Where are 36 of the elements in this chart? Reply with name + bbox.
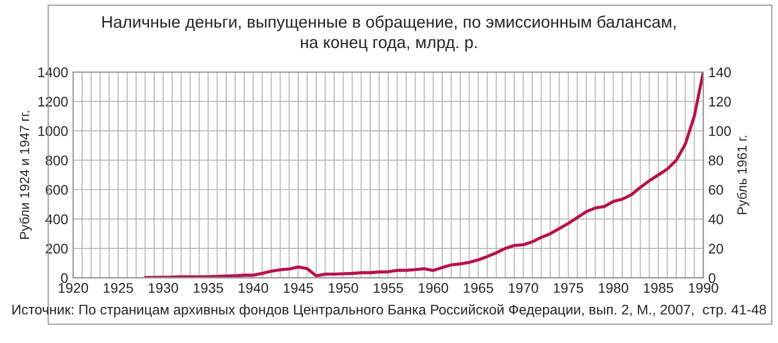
x-tick-label: 1975 <box>554 283 584 293</box>
x-tick-label: 1920 <box>58 283 88 293</box>
x-tick-label: 1985 <box>644 283 674 293</box>
x-tick-label: 1970 <box>508 283 538 293</box>
y-tick-label: 0 <box>61 273 68 283</box>
y2-tick-label: 40 <box>708 214 724 224</box>
x-tick-label: 1950 <box>328 283 358 293</box>
x-tick-label: 1940 <box>238 283 268 293</box>
y2-axis-title: Рубль 1961 г. <box>736 136 750 214</box>
x-tick-label: 1935 <box>194 283 224 293</box>
y2-tick-label: 80 <box>708 156 724 166</box>
y2-tick-label: 0 <box>708 273 716 283</box>
y-tick-label: 800 <box>46 156 68 166</box>
x-tick-label: 1925 <box>104 283 134 293</box>
y-axis-title: Рубли 1924 и 1947 гг. <box>19 111 32 239</box>
y-tick-label: 400 <box>45 214 68 224</box>
y-tick-label: 1000 <box>38 126 68 136</box>
y2-tick-label: 20 <box>708 244 724 254</box>
x-tick-label: 1960 <box>418 283 448 293</box>
y2-tick-label: 60 <box>708 184 724 195</box>
y2-tick-label: 140 <box>709 67 731 78</box>
text: Источник: По страницам архивных фондов Центрального Банка Российской Федерации, вып. 2, М., 2007, стр. 41-48 <box>12 304 766 318</box>
line-series <box>144 72 704 278</box>
x-tick-label: 1955 <box>374 283 404 293</box>
y-tick-label: 200 <box>46 244 68 254</box>
x-tick-label: 1980 <box>598 283 628 293</box>
x-tick-label: 1945 <box>284 283 314 293</box>
chart-title: Наличные деньги, выпущенные в обращение, по эмиссионным балансам, на конец года, млрд. р. <box>102 15 676 52</box>
y-tick-label: 600 <box>46 184 68 195</box>
x-tick-label: 1990 <box>688 283 718 293</box>
y2-tick-label: 100 <box>709 126 731 136</box>
y-tick-label: 1400 <box>38 67 68 78</box>
x-tick-label: 1930 <box>148 283 178 293</box>
x-tick-label: 1965 <box>464 283 494 293</box>
y2-tick-label: 120 <box>709 96 731 107</box>
y-tick-label: 1200 <box>38 96 68 107</box>
